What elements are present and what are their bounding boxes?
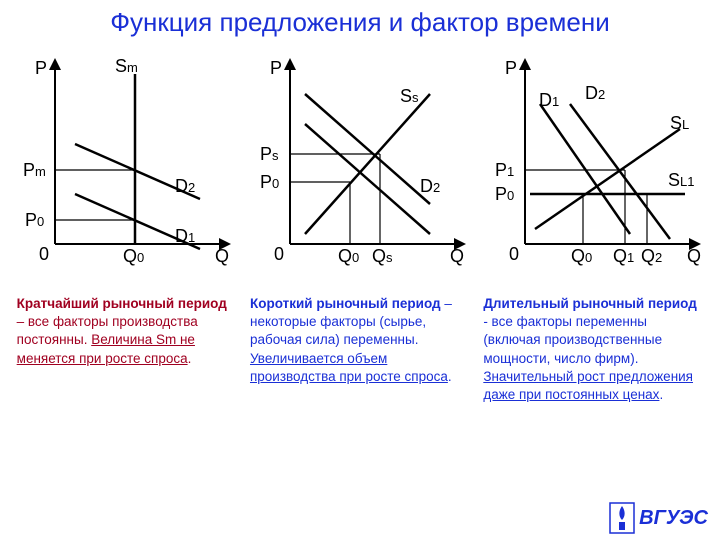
caption-2: Короткий рыночный период – некоторые фак… [250, 295, 470, 404]
origin-label: 0 [274, 244, 284, 264]
p-axis-label: P [35, 58, 47, 78]
d1-line [305, 124, 430, 234]
chart-3-svg: P Q 0 SL SL1 D1 D2 P0 P1 Q0 Q1 Q2 [485, 34, 705, 284]
chart-1: P Q 0 Sm D1 D2 P0 Pm Q0 [15, 34, 235, 289]
q-axis-label: Q [450, 246, 464, 266]
chart-2: P Q 0 Ss D2 P0 Ps Q0 Qs [250, 34, 470, 289]
caption-3: Длительный рыночный период - все факторы… [483, 295, 703, 404]
p0-label: P0 [260, 172, 279, 192]
sm-label: Sm [115, 56, 138, 76]
caption-2-under: Увеличивается объем производства при рос… [250, 351, 448, 384]
q0-label: Q0 [338, 246, 359, 266]
q0-label: Q0 [123, 246, 144, 266]
q-axis-label: Q [215, 246, 229, 266]
d2-label: D2 [175, 176, 195, 196]
sl1-label: SL1 [668, 170, 694, 190]
p0-label: P0 [495, 184, 514, 204]
ps-label: Ps [260, 144, 279, 164]
qs-label: Qs [372, 246, 393, 266]
caption-3-rest: - все факторы переменны (включая произво… [483, 314, 662, 365]
d2-label: D2 [420, 176, 440, 196]
caption-1-bold: Кратчайший рыночный период [17, 296, 227, 311]
p0-label: P0 [25, 210, 44, 230]
logo-icon [609, 502, 635, 534]
logo: ВГУЭС [609, 502, 708, 534]
d1-label: D1 [539, 90, 559, 110]
ss-label: Ss [400, 86, 419, 106]
d2-label: D2 [585, 83, 605, 103]
pm-label: Pm [23, 160, 46, 180]
p1-label: P1 [495, 160, 514, 180]
sl-line [535, 129, 680, 229]
captions-row: Кратчайший рыночный период – все факторы… [0, 295, 720, 404]
charts-row: P Q 0 Sm D1 D2 P0 Pm Q0 [0, 34, 720, 289]
d1-label: D1 [175, 226, 195, 246]
slide-title: Функция предложения и фактор времени [0, 0, 720, 38]
origin-label: 0 [39, 244, 49, 264]
caption-1-tail: . [188, 351, 192, 366]
origin-label: 0 [509, 244, 519, 264]
p-axis-label: P [270, 58, 282, 78]
ss-line [305, 94, 430, 234]
caption-3-tail: . [659, 387, 663, 402]
q1-label: Q1 [613, 246, 634, 266]
caption-2-bold: Короткий рыночный период [250, 296, 441, 311]
q-axis-label: Q [687, 246, 701, 266]
chart-3: P Q 0 SL SL1 D1 D2 P0 P1 Q0 Q1 Q2 [485, 34, 705, 289]
logo-text: ВГУЭС [639, 507, 708, 530]
q0-label: Q0 [571, 246, 592, 266]
caption-2-tail: . [448, 369, 452, 384]
caption-3-bold: Длительный рыночный период [483, 296, 696, 311]
title-text: Функция предложения и фактор времени [110, 7, 609, 37]
chart-2-svg: P Q 0 Ss D2 P0 Ps Q0 Qs [250, 34, 470, 284]
d2-line [305, 94, 430, 204]
caption-1: Кратчайший рыночный период – все факторы… [17, 295, 237, 404]
q2-label: Q2 [641, 246, 662, 266]
p-axis-label: P [505, 58, 517, 78]
sl-label: SL [670, 113, 689, 133]
chart-1-svg: P Q 0 Sm D1 D2 P0 Pm Q0 [15, 34, 235, 284]
